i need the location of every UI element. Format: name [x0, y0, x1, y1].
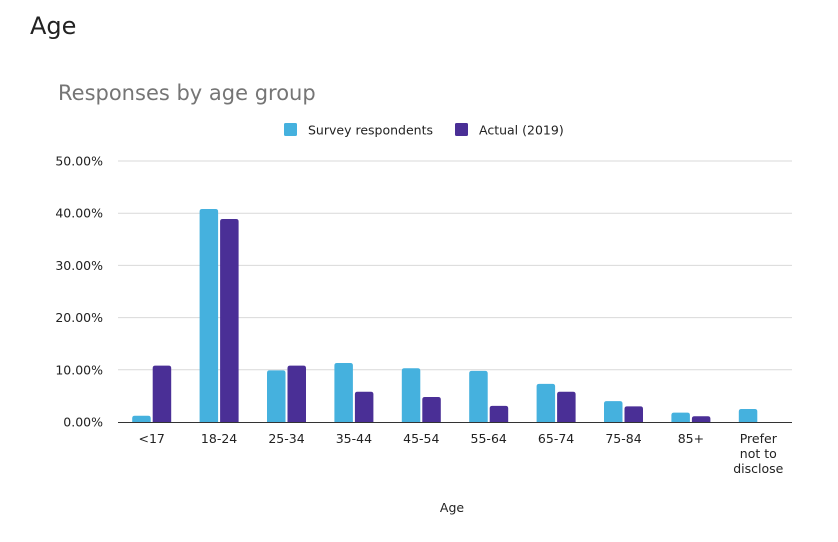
x-tick-label: 25-34 — [268, 431, 304, 446]
x-tick-label: 45-54 — [403, 431, 439, 446]
bar-survey — [671, 412, 690, 422]
page-title: Age — [30, 12, 77, 40]
bar-survey — [738, 408, 758, 422]
x-tick-label: 18-24 — [201, 431, 237, 446]
bar-actual — [354, 391, 374, 422]
bar-actual — [624, 406, 643, 422]
bar-survey — [267, 370, 286, 422]
bar-actual — [422, 396, 441, 422]
legend-label: Survey respondents — [308, 123, 433, 138]
bar-actual — [489, 405, 509, 422]
x-tick-label: 75-84 — [605, 431, 641, 446]
legend-swatch — [284, 123, 297, 136]
x-tick-label: 85+ — [678, 431, 704, 446]
x-tick-label: 55-64 — [471, 431, 507, 446]
legend: Survey respondents Actual (2019) — [284, 123, 564, 138]
x-tick-label: Prefer not to disclose — [733, 431, 783, 476]
bar-actual — [691, 416, 711, 422]
bar-survey — [469, 370, 488, 422]
bar-survey — [132, 415, 151, 422]
gridlines — [118, 160, 792, 371]
x-axis-ticks: <17 18-24 25-34 35-44 45-54 55-64 65-74 75-84 85… — [139, 431, 784, 476]
bar-survey — [536, 383, 556, 422]
bar-actual — [287, 365, 306, 422]
x-tick-label: 65-74 — [538, 431, 574, 446]
x-tick-label: <17 — [139, 431, 165, 446]
y-tick-label: 10.00% — [55, 362, 103, 377]
legend-swatch — [455, 123, 468, 136]
bar-actual — [557, 391, 576, 422]
legend-label: Actual (2019) — [479, 123, 564, 138]
bar-survey — [199, 209, 219, 422]
bars — [132, 209, 758, 422]
bar-survey — [604, 401, 623, 422]
y-axis-ticks: 0.00% 10.00% 20.00% 30.00% 40.00% 50.00% — [55, 154, 103, 430]
y-tick-label: 20.00% — [55, 310, 103, 325]
x-tick-label: 35-44 — [336, 431, 372, 446]
x-axis-title: Age — [440, 500, 464, 515]
y-tick-label: 40.00% — [55, 206, 103, 221]
y-tick-label: 30.00% — [55, 258, 103, 273]
y-tick-label: 0.00% — [63, 415, 103, 430]
chart-title: Responses by age group — [58, 81, 316, 105]
y-tick-label: 50.00% — [55, 154, 103, 169]
bar-actual — [220, 218, 239, 422]
bar-survey — [401, 368, 421, 422]
bar-actual — [152, 365, 172, 422]
bar-survey — [334, 363, 353, 422]
